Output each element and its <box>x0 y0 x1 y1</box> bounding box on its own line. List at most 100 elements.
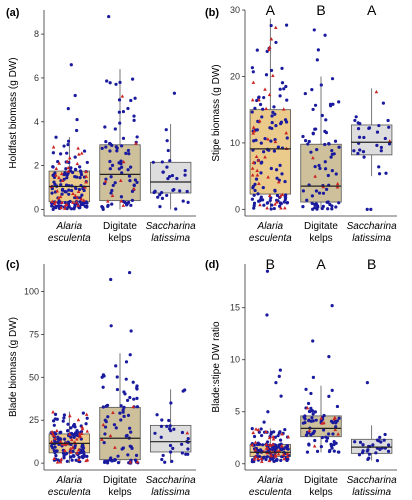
data-point <box>73 444 77 448</box>
data-point-triangle <box>284 131 289 135</box>
data-point <box>111 183 115 188</box>
data-point-triangle <box>286 434 291 439</box>
data-point <box>125 398 130 402</box>
x-category-label: Digitate <box>304 221 338 232</box>
data-point <box>337 145 341 149</box>
data-point-triangle <box>77 152 81 156</box>
data-point <box>305 450 310 454</box>
data-point <box>132 397 136 401</box>
x-category-label: Digitate <box>103 475 137 486</box>
data-point <box>314 418 318 422</box>
data-point <box>264 457 268 462</box>
data-point-triangle <box>255 168 259 173</box>
data-point <box>82 149 87 153</box>
data-point-triangle <box>84 180 88 184</box>
data-point-triangle <box>267 47 271 51</box>
data-point <box>273 137 277 142</box>
data-point <box>109 456 113 460</box>
data-point <box>183 168 187 173</box>
data-point <box>358 440 363 444</box>
data-point <box>85 160 89 165</box>
outlier-point <box>312 28 316 32</box>
data-point <box>72 207 76 211</box>
data-point <box>78 200 82 204</box>
data-point <box>128 178 132 183</box>
data-point-triangle <box>333 427 338 432</box>
data-point <box>279 458 283 463</box>
data-point <box>323 129 327 133</box>
data-point <box>273 189 277 193</box>
data-point <box>354 115 358 119</box>
data-point <box>261 185 265 190</box>
x-category-label: Saccharina <box>146 221 196 232</box>
data-point <box>353 440 357 444</box>
data-point <box>321 204 325 208</box>
data-point <box>331 432 335 436</box>
data-point <box>122 390 126 394</box>
data-point <box>278 87 282 91</box>
data-point <box>252 203 256 208</box>
data-point-triangle <box>52 201 57 206</box>
y-tick-label: 2 <box>34 161 39 171</box>
data-point-triangle <box>266 137 270 141</box>
data-point-triangle <box>273 139 278 144</box>
data-point <box>285 98 289 102</box>
data-point <box>171 446 175 450</box>
data-point <box>352 149 356 153</box>
data-point <box>104 177 108 181</box>
data-point <box>75 428 79 433</box>
data-point <box>167 174 172 179</box>
data-point-triangle <box>282 456 286 461</box>
y-tick-label: 25 <box>29 415 39 425</box>
x-category-label: Alaria <box>257 475 284 486</box>
data-point <box>278 438 283 442</box>
data-point <box>277 445 281 449</box>
data-point <box>307 409 312 414</box>
data-point-triangle <box>374 90 379 94</box>
data-point <box>250 66 254 70</box>
data-point-triangle <box>51 410 55 414</box>
significance-letter: B <box>316 2 325 18</box>
y-tick-label: 30 <box>230 5 240 15</box>
data-point-triangle <box>276 452 281 456</box>
data-point <box>170 173 175 178</box>
data-point-triangle <box>255 173 260 177</box>
data-point <box>311 131 315 135</box>
data-point <box>54 204 58 208</box>
data-point-triangle <box>51 145 56 149</box>
data-point-triangle <box>65 159 70 163</box>
data-point-triangle <box>66 169 71 173</box>
y-tick-label: 15 <box>230 303 240 313</box>
data-point <box>250 110 254 114</box>
data-point <box>366 457 370 462</box>
box-1 <box>48 63 90 211</box>
data-point <box>165 193 169 198</box>
data-point-triangle <box>307 428 312 433</box>
data-point <box>301 189 305 193</box>
data-point-triangle <box>76 146 80 150</box>
data-point <box>252 139 256 143</box>
data-point <box>119 404 123 408</box>
data-point-triangle <box>76 189 81 194</box>
data-point <box>378 435 382 439</box>
data-point <box>108 141 112 146</box>
data-point-triangle <box>264 442 269 446</box>
data-point <box>327 142 331 146</box>
panel-2: (b) Stipe biomass (g DW) 0 10 20 30 Alariaescu… <box>205 2 397 244</box>
data-point <box>135 180 139 184</box>
data-point <box>160 196 165 200</box>
outlier-point <box>109 277 113 282</box>
data-point <box>282 200 286 204</box>
data-point-triangle <box>259 456 264 460</box>
data-point-triangle <box>68 413 72 418</box>
data-point-triangle <box>84 169 88 173</box>
data-point-triangle <box>113 445 117 449</box>
outlier-point <box>311 375 315 380</box>
data-point <box>272 459 276 463</box>
data-point <box>62 437 67 441</box>
data-point-triangle <box>269 453 273 457</box>
data-point <box>49 444 54 448</box>
data-point <box>387 142 392 146</box>
data-point <box>285 200 290 205</box>
data-point <box>303 139 308 143</box>
